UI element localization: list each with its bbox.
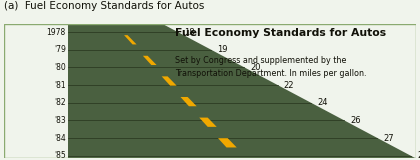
Text: '79: '79: [54, 45, 66, 54]
Text: '84: '84: [54, 134, 66, 143]
Polygon shape: [143, 56, 157, 65]
Text: '85: '85: [54, 151, 66, 160]
Text: 1978: 1978: [47, 28, 66, 37]
Text: 24: 24: [317, 98, 328, 107]
Text: (a)  Fuel Economy Standards for Autos: (a) Fuel Economy Standards for Autos: [4, 1, 205, 11]
Text: 20: 20: [251, 63, 261, 72]
Polygon shape: [181, 97, 197, 106]
Text: 26: 26: [350, 116, 361, 125]
Text: Set by Congress and supplemented by the
Transportation Department. In miles per : Set by Congress and supplemented by the …: [175, 56, 367, 78]
Polygon shape: [124, 35, 136, 44]
Text: '80: '80: [54, 63, 66, 72]
Text: Fuel Economy Standards for Autos: Fuel Economy Standards for Autos: [175, 28, 386, 38]
Text: 19: 19: [217, 45, 228, 54]
Text: 27½: 27½: [417, 151, 420, 160]
Polygon shape: [218, 138, 237, 148]
Polygon shape: [199, 118, 217, 127]
Text: '82: '82: [54, 98, 66, 107]
Text: 27: 27: [383, 134, 394, 143]
Text: '81: '81: [54, 80, 66, 90]
Polygon shape: [68, 24, 416, 158]
Text: 22: 22: [284, 80, 294, 90]
Text: '83: '83: [54, 116, 66, 125]
Text: 18: 18: [184, 28, 194, 37]
Polygon shape: [162, 76, 177, 86]
